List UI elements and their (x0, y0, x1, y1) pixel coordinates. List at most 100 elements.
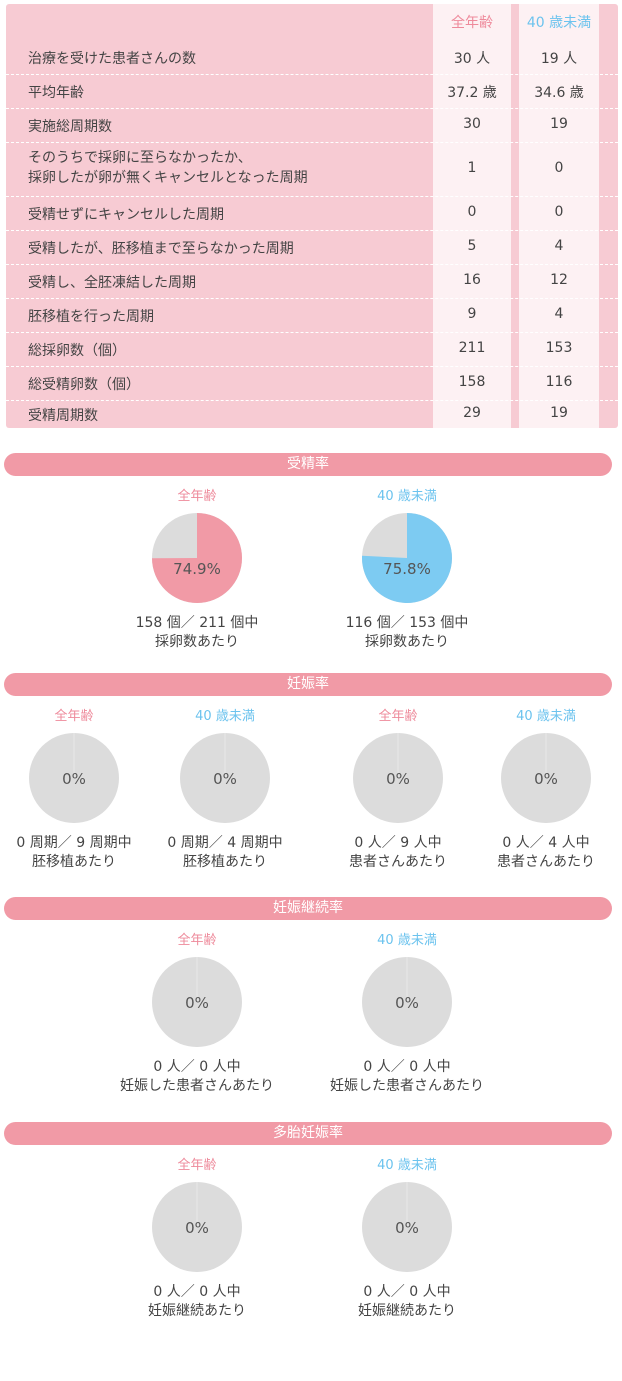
pie-percent-label: 74.9% (173, 560, 221, 578)
pie-chart: 0% (353, 733, 443, 823)
row-label-line: 実施総周期数 (28, 119, 112, 135)
pie-chart: 75.8% (362, 513, 452, 603)
row-label: 治療を受けた患者さんの数 (28, 49, 196, 69)
row-label-line: 治療を受けた患者さんの数 (28, 50, 196, 67)
table-row: 受精周期数 29 19 (6, 400, 618, 428)
pie-caption: 全年齢 (177, 933, 217, 948)
pie-basis-label: 採卵数あたり (365, 634, 449, 650)
row-label-line: そのうちで採卵に至らなかったか、 (28, 150, 252, 166)
pie-chart: 0% (180, 733, 270, 823)
section-bar-pregnancy: 妊娠率 (4, 673, 612, 696)
row-label: 実施総周期数 (28, 117, 112, 137)
pie-chart: 0% (362, 1182, 452, 1272)
pie-count-label: 0 周期／ 4 周期中 (167, 835, 283, 851)
pie-percent-label: 0% (395, 1219, 419, 1237)
row-label: 受精したが、胚移植まで至らなかった周期 (28, 239, 294, 259)
table-row: 受精せずにキャンセルした周期 0 0 (6, 196, 618, 231)
cell-all-ages: 16 (463, 272, 481, 288)
cell-under-40: 4 (554, 238, 564, 254)
pie-basis-label: 患者さんあたり (349, 854, 447, 870)
pie-chart: 0% (152, 957, 242, 1047)
pie-count-label: 0 人／ 0 人中 (153, 1284, 241, 1300)
pie-chart-group: 全年齢 0% 0 人／ 0 人中 妊娠継続あたり (112, 1157, 282, 1321)
pie-percent-label: 0% (395, 994, 419, 1012)
row-label-line: 平均年齢 (28, 85, 84, 101)
cell-all-ages: 0 (467, 204, 477, 220)
pie-chart: 0% (362, 957, 452, 1047)
header-under-40: 40 歳未満 (526, 15, 592, 31)
pie-chart-group: 40 歳未満 0% 0 人／ 0 人中 妊娠継続あたり (322, 1157, 492, 1321)
pie-caption: 全年齢 (177, 1158, 217, 1173)
pie-caption: 40 歳未満 (377, 489, 437, 504)
cell-under-40: 4 (554, 306, 564, 322)
cell-under-40: 116 (545, 374, 573, 390)
row-label-line: 総受精卵数（個） (28, 377, 140, 393)
pie-basis-label: 患者さんあたり (497, 854, 595, 870)
pie-chart-group: 全年齢 74.9% 158 個／ 211 個中 採卵数あたり (112, 488, 282, 652)
table-row: 総受精卵数（個） 158 116 (6, 366, 618, 401)
pie-basis-label: 採卵数あたり (155, 634, 239, 650)
pie-caption: 40 歳未満 (516, 709, 576, 724)
table-row: 受精し、全胚凍結した周期 16 12 (6, 264, 618, 299)
cell-under-40: 34.6 歳 (534, 85, 584, 101)
pie-caption: 40 歳未満 (377, 1158, 437, 1173)
pie-chart-group: 全年齢 0% 0 人／ 9 人中 患者さんあたり (313, 708, 483, 872)
pie-caption: 全年齢 (177, 489, 217, 504)
cell-all-ages: 30 人 (453, 50, 491, 67)
pie-count-label: 158 個／ 211 個中 (135, 615, 259, 631)
pie-percent-label: 75.8% (383, 560, 431, 578)
pie-chart: 0% (501, 733, 591, 823)
cell-under-40: 19 人 (540, 50, 578, 67)
row-label-line: 受精せずにキャンセルした周期 (28, 207, 224, 223)
pie-slice-value (152, 513, 242, 603)
table-row: 胚移植を行った周期 9 4 (6, 298, 618, 333)
pie-basis-label: 妊娠した患者さんあたり (330, 1078, 484, 1094)
pie-slice-value (362, 513, 452, 603)
cell-all-ages: 211 (458, 340, 486, 356)
pie-chart-group: 40 歳未満 0% 0 周期／ 4 周期中 胚移植あたり (140, 708, 310, 872)
cell-all-ages: 29 (463, 405, 481, 421)
pie-percent-label: 0% (213, 770, 237, 788)
pie-basis-label: 妊娠継続あたり (358, 1303, 456, 1319)
cell-under-40: 0 (554, 204, 564, 220)
pie-chart: 0% (29, 733, 119, 823)
cell-all-ages: 158 (458, 374, 486, 390)
row-label: 受精し、全胚凍結した周期 (28, 273, 196, 293)
pie-chart: 0% (152, 1182, 242, 1272)
cell-under-40: 153 (545, 340, 573, 356)
section-bar-continuation: 妊娠継続率 (4, 897, 612, 920)
pie-percent-label: 0% (534, 770, 558, 788)
table-row: 治療を受けた患者さんの数 30 人 19 人 (6, 39, 618, 75)
pie-caption: 全年齢 (378, 709, 418, 724)
cell-under-40: 19 (550, 116, 568, 132)
pie-count-label: 0 人／ 4 人中 (502, 835, 590, 851)
pie-basis-label: 胚移植あたり (32, 854, 116, 870)
table-row: そのうちで採卵に至らなかったか、 採卵したが卵が無くキャンセルとなった周期 1 0 (6, 142, 618, 197)
pie-percent-label: 0% (185, 1219, 209, 1237)
pie-count-label: 116 個／ 153 個中 (345, 615, 469, 631)
row-label: そのうちで採卵に至らなかったか、 採卵したが卵が無くキャンセルとなった周期 (28, 148, 308, 188)
row-label: 総採卵数（個） (28, 341, 126, 361)
pie-caption: 40 歳未満 (377, 933, 437, 948)
pie-count-label: 0 人／ 0 人中 (363, 1059, 451, 1075)
pie-count-label: 0 人／ 0 人中 (153, 1059, 241, 1075)
pie-percent-label: 0% (62, 770, 86, 788)
row-label: 受精周期数 (28, 406, 98, 426)
section-bar-fertilization: 受精率 (4, 453, 612, 476)
pie-basis-label: 妊娠継続あたり (148, 1303, 246, 1319)
table-row: 受精したが、胚移植まで至らなかった周期 5 4 (6, 230, 618, 265)
pie-percent-label: 0% (185, 994, 209, 1012)
row-label: 胚移植を行った周期 (28, 307, 154, 327)
pie-chart: 74.9% (152, 513, 242, 603)
pie-chart-group: 40 歳未満 0% 0 人／ 4 人中 患者さんあたり (461, 708, 622, 872)
cell-under-40: 12 (550, 272, 568, 288)
cell-under-40: 0 (554, 160, 564, 176)
table-row: 実施総周期数 30 19 (6, 108, 618, 143)
row-label-line: 胚移植を行った周期 (28, 309, 154, 325)
row-label-line: 受精し、全胚凍結した周期 (28, 275, 196, 291)
pie-basis-label: 妊娠した患者さんあたり (120, 1078, 274, 1094)
row-label: 受精せずにキャンセルした周期 (28, 205, 224, 225)
section-bar-multiple: 多胎妊娠率 (4, 1122, 612, 1145)
row-label-line: 受精周期数 (28, 408, 98, 424)
pie-chart-group: 全年齢 0% 0 周期／ 9 周期中 胚移植あたり (0, 708, 159, 872)
